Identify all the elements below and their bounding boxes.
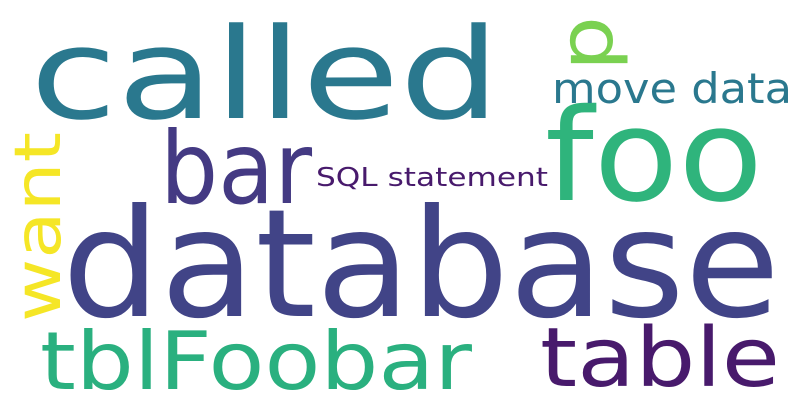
word-bar: bar <box>160 110 313 227</box>
word-p: p <box>542 16 630 71</box>
word-sql-statement: SQL statement <box>316 163 548 193</box>
word-foo: foo <box>545 82 763 231</box>
word-called: called <box>30 1 500 148</box>
word-tblfoobar: tblFoobar <box>40 315 472 400</box>
word-want: want <box>2 132 76 322</box>
word-table: table <box>540 311 780 400</box>
word-database: database <box>62 178 780 352</box>
word-move-data: move data <box>552 64 792 113</box>
